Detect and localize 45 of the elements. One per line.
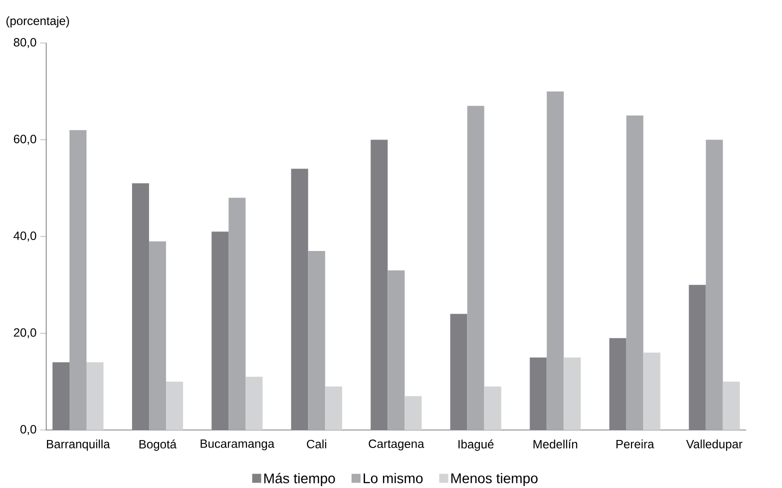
x-tick-label: Medellín	[534, 440, 578, 448]
y-tick-label: 40,0	[14, 232, 36, 242]
bar	[52, 362, 70, 430]
y-axis-title: (porcentaje)	[6, 16, 69, 28]
bar	[530, 357, 547, 430]
bar	[564, 357, 581, 430]
bar	[467, 106, 484, 430]
bar	[722, 382, 740, 430]
x-tick-label: Ibagué	[458, 440, 494, 451]
bar	[132, 183, 150, 430]
x-tick-label: Pereira	[616, 440, 654, 448]
bar	[166, 382, 184, 430]
y-tick-label: 80,0	[14, 38, 36, 48]
x-tick-label: Cali	[306, 440, 326, 448]
y-tick-label: 20,0	[14, 328, 36, 338]
bar	[484, 386, 502, 430]
bar	[626, 116, 644, 430]
x-tick-label: Cartagena	[368, 440, 424, 450]
bar	[212, 232, 229, 430]
bar	[546, 91, 564, 430]
bar	[370, 140, 388, 430]
bar	[246, 376, 263, 430]
x-tick-label: Bucaramanga	[200, 440, 274, 450]
legend-label: Menos tiempo	[451, 472, 538, 486]
bar	[706, 140, 723, 430]
x-tick-label: Barranquilla	[46, 440, 110, 451]
bar	[291, 168, 308, 430]
x-tick-label: Bogotá	[140, 440, 177, 451]
bar	[149, 241, 166, 430]
bar	[404, 396, 422, 430]
bar	[688, 284, 706, 430]
y-tick-label: 60,0	[14, 134, 36, 145]
bar	[450, 314, 468, 430]
bar	[228, 198, 246, 430]
legend-label: Más tiempo	[264, 472, 335, 486]
x-tick-label: Valledupar	[686, 440, 742, 451]
bar	[308, 251, 326, 430]
bar	[70, 130, 86, 430]
bar	[86, 362, 104, 430]
bar	[325, 386, 342, 430]
y-tick-label: 0,0	[20, 425, 36, 435]
bar	[643, 352, 660, 430]
bar	[609, 338, 626, 430]
legend-label: Lo mismo	[364, 472, 423, 484]
bar	[388, 270, 405, 430]
